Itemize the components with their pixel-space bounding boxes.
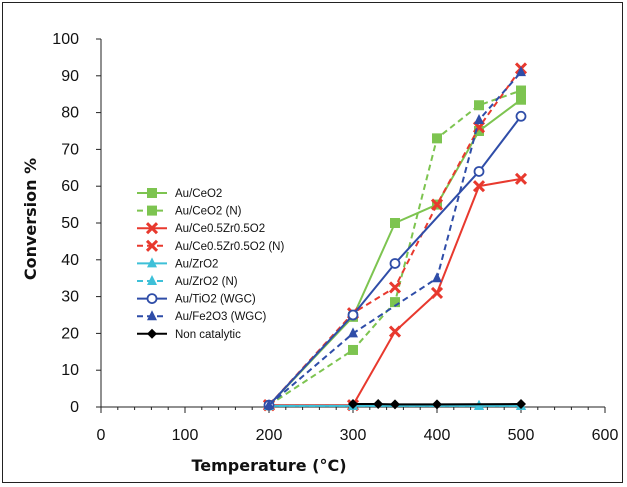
series-8: [348, 399, 526, 410]
series-7: [264, 66, 526, 410]
data-point-stroke: [388, 281, 402, 294]
legend-marker-stroke: [145, 239, 159, 252]
legend: Au/CeO2 Au/CeO2 (N) Au/Ce0.5Zr0.5O2 Au/Ce0.…: [137, 188, 284, 341]
data-point-stroke: [430, 286, 444, 299]
legend-label: Au/TiO2 (WGC): [175, 294, 256, 306]
series-line: [269, 177, 522, 407]
x-tick-label: 500: [508, 427, 535, 444]
legend-marker-stroke: [145, 222, 159, 235]
x-tick-label: 600: [592, 427, 619, 444]
legend-item: Au/CeO2 (N): [137, 205, 242, 218]
data-point: [474, 113, 484, 124]
series-3: [262, 62, 528, 412]
data-point-stroke: [472, 180, 486, 193]
data-point: [516, 94, 526, 105]
series-group: [262, 62, 528, 412]
data-point: [514, 172, 528, 185]
x-tick-label: 400: [424, 427, 451, 444]
y-tick-label: 10: [61, 362, 79, 379]
data-point: [472, 180, 486, 193]
y-tick-label: 20: [61, 325, 79, 342]
legend-item: Au/Ce0.5Zr0.5O2: [137, 222, 265, 235]
data-point: [516, 399, 526, 410]
data-point: [390, 399, 400, 410]
y-tick-label: 30: [61, 289, 79, 306]
data-point: [389, 258, 401, 269]
series-line: [268, 89, 522, 406]
y-tick-label: 80: [61, 105, 79, 122]
legend-label: Au/ZrO2 (N): [175, 276, 238, 288]
legend-marker: [145, 239, 159, 252]
data-point: [474, 100, 484, 111]
y-tick-label: 40: [61, 252, 79, 269]
legend-label: Non catalytic: [175, 329, 241, 341]
legend-label: Au/CeO2 (N): [175, 206, 242, 218]
data-point: [432, 399, 442, 410]
y-tick-label: 70: [61, 141, 79, 158]
legend-marker: [146, 293, 158, 305]
data-point: [430, 198, 444, 211]
data-point: [373, 399, 384, 410]
series-line: [268, 98, 522, 406]
legend-marker: [147, 275, 157, 285]
legend-label: Au/Fe2O3 (WGC): [175, 311, 267, 323]
data-point: [388, 325, 402, 338]
legend-item: Au/ZrO2: [137, 257, 218, 270]
y-tick-label: 100: [52, 31, 79, 48]
legend-marker: [147, 257, 157, 268]
x-tick-label: 300: [340, 427, 367, 444]
x-axis-title: Temperature (°C): [191, 456, 346, 475]
legend-marker: [147, 205, 157, 216]
data-point-stroke: [514, 172, 528, 185]
legend-marker: [147, 328, 157, 339]
legend-label: Au/Ce0.5Zr0.5O2 (N): [175, 241, 284, 253]
data-point: [432, 133, 442, 144]
data-point: [430, 286, 444, 299]
data-point: [348, 399, 358, 410]
data-point: [264, 399, 274, 410]
data-point: [390, 218, 400, 228]
x-tick-label: 200: [256, 427, 283, 444]
legend-item: Au/CeO2: [137, 188, 222, 200]
series-6: [263, 110, 527, 411]
line-chart: 0 10 20 30 40 50 60 70 80 90 100 0 100 200 300 400 500 60…: [21, 31, 618, 475]
data-point-stroke: [430, 198, 444, 211]
legend-label: Au/CeO2: [175, 188, 222, 200]
series-line: [268, 67, 522, 406]
data-point: [390, 297, 400, 308]
x-tick-label: 0: [97, 427, 106, 444]
legend-marker: [147, 310, 157, 321]
legend-item: Au/ZrO2 (N): [137, 275, 238, 288]
data-point: [432, 272, 442, 283]
axes: 0 10 20 30 40 50 60 70 80 90 100 0 100 200 300 400 500 60…: [52, 31, 618, 444]
y-axis-title: Conversion %: [21, 158, 40, 280]
data-point: [473, 166, 485, 177]
series-1: [264, 85, 526, 411]
data-point: [516, 66, 526, 77]
legend-label: Au/ZrO2: [175, 258, 218, 270]
legend-item: Au/Fe2O3 (WGC): [137, 310, 267, 323]
y-tick-label: 60: [61, 178, 79, 195]
chart-frame: 0 10 20 30 40 50 60 70 80 90 100 0 100 200 300 400 500 60…: [2, 2, 623, 483]
series-0: [264, 94, 526, 411]
data-point-stroke: [388, 325, 402, 338]
legend-marker: [145, 222, 159, 235]
y-tick-label: 0: [70, 399, 79, 416]
legend-marker: [147, 188, 157, 198]
legend-item: Au/TiO2 (WGC): [137, 293, 256, 306]
y-tick-label: 90: [61, 68, 79, 85]
data-point: [347, 309, 359, 321]
y-tick-label: 50: [61, 215, 79, 232]
legend-item: Au/Ce0.5Zr0.5O2 (N): [137, 239, 284, 253]
data-point: [348, 327, 358, 338]
data-point: [474, 126, 484, 136]
data-point: [516, 85, 526, 96]
legend-item: Non catalytic: [137, 328, 241, 341]
data-point: [515, 110, 527, 122]
data-point: [348, 344, 358, 355]
x-tick-label: 100: [172, 427, 199, 444]
data-point: [388, 281, 402, 294]
legend-label: Au/Ce0.5Zr0.5O2: [175, 223, 265, 235]
